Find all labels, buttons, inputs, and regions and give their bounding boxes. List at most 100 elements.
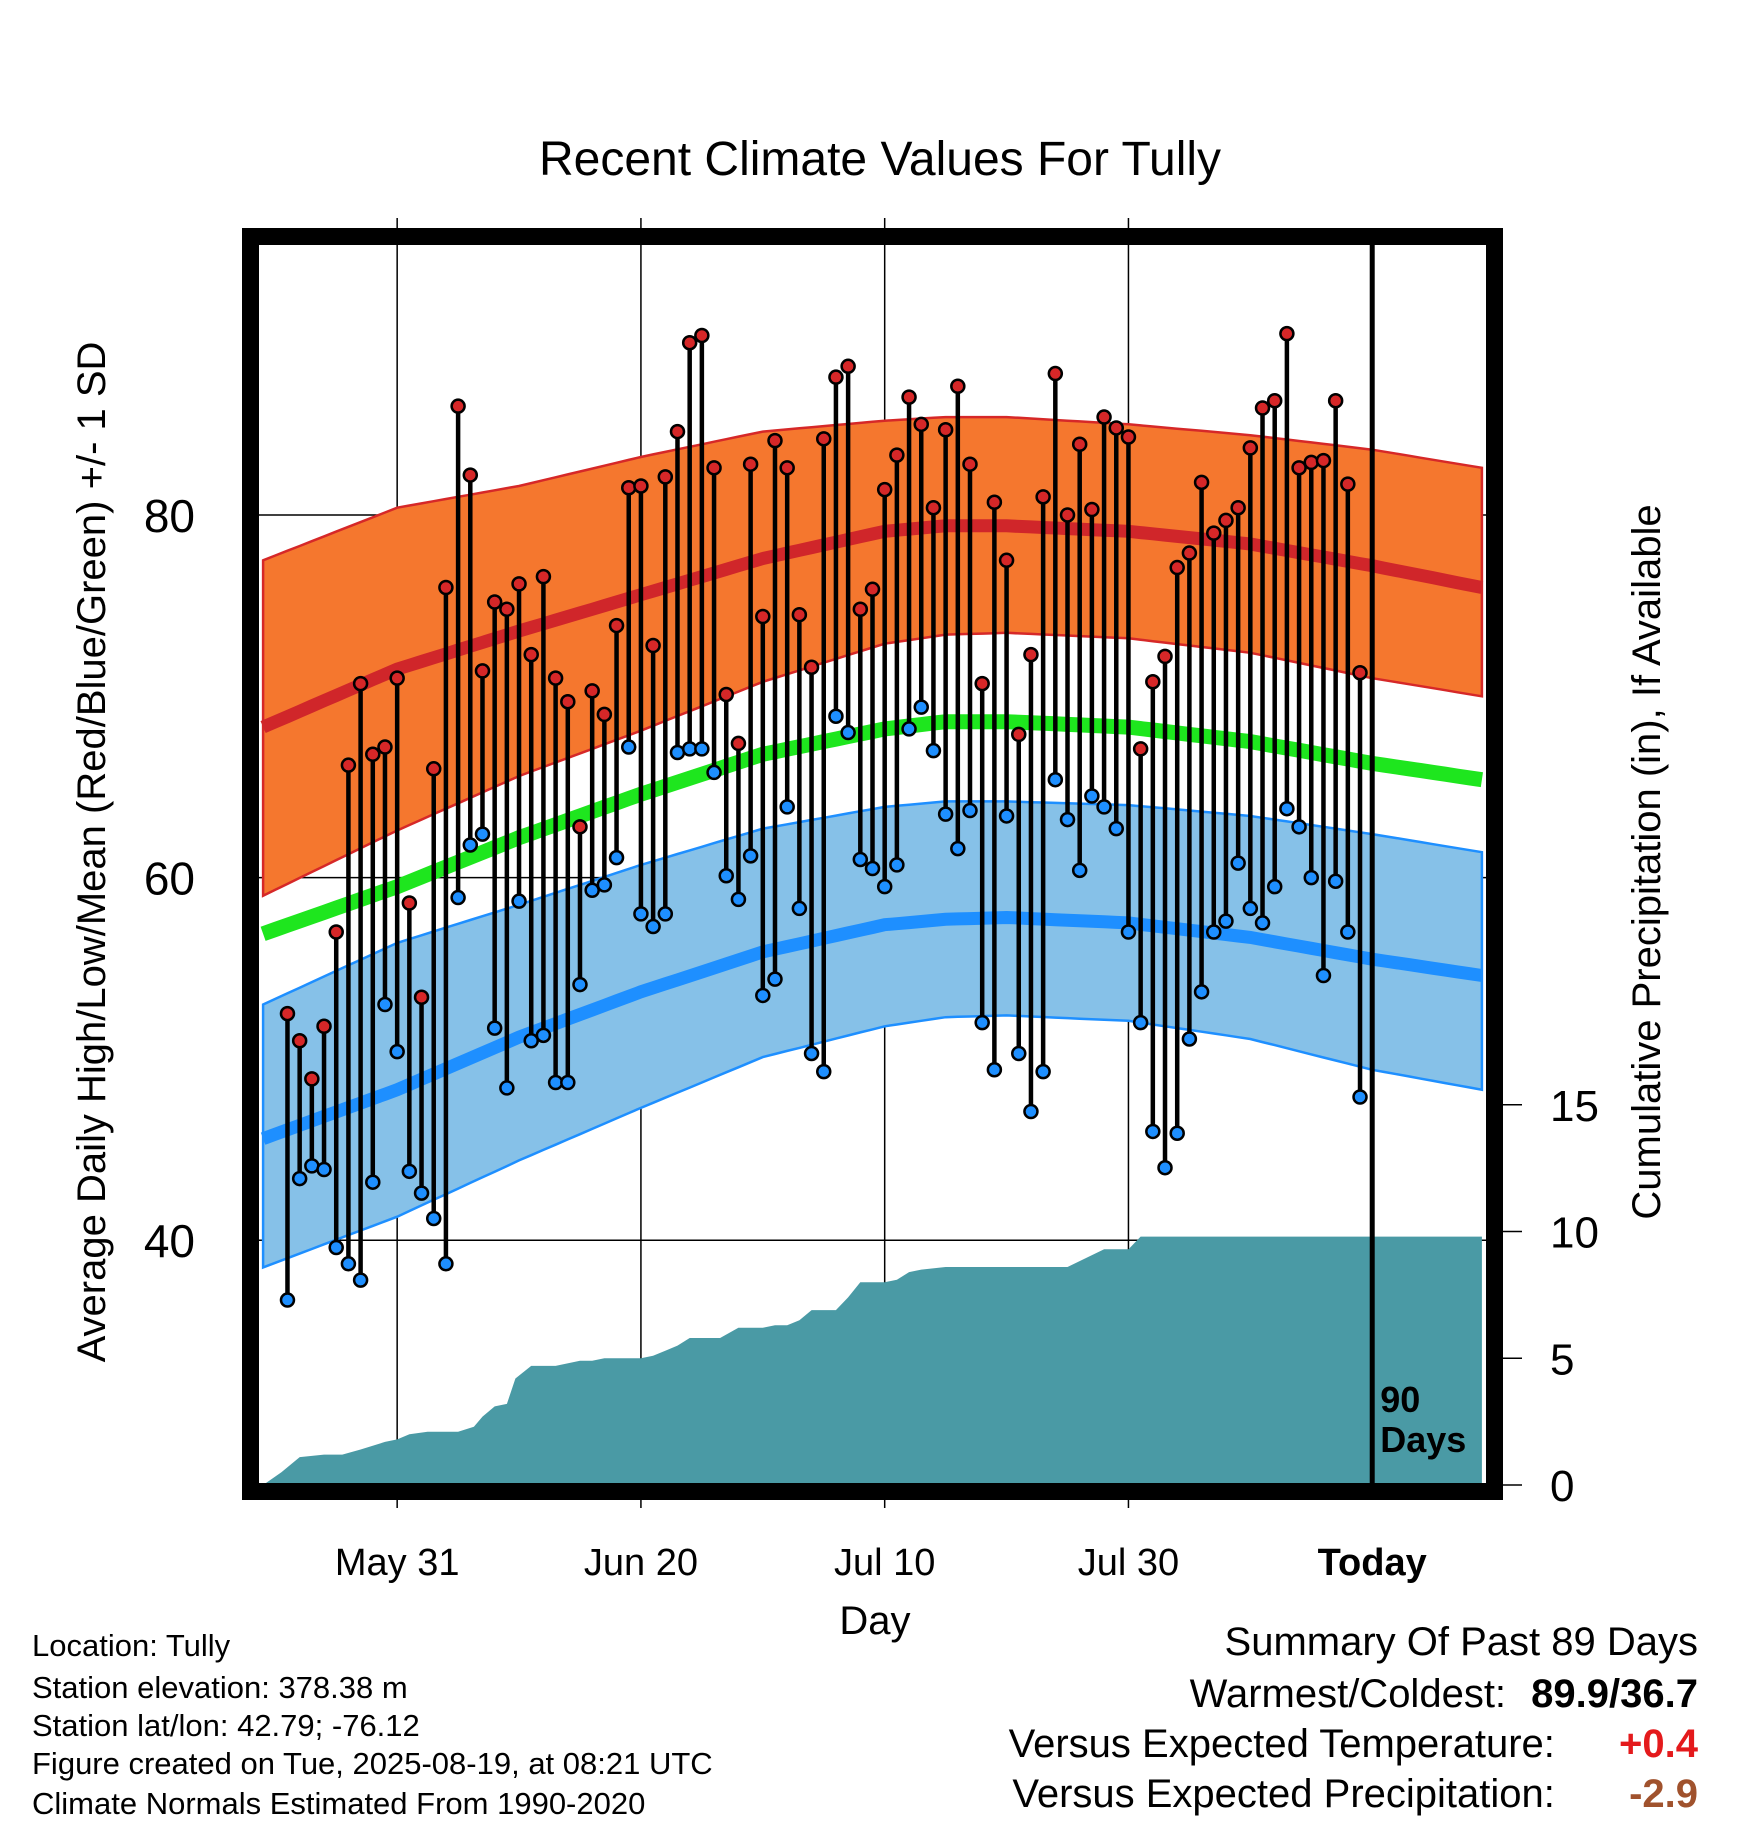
daily-high-point xyxy=(1242,440,1259,456)
daily-low-point xyxy=(438,1256,454,1272)
daily-high-point xyxy=(779,460,795,476)
daily-high-point xyxy=(425,761,442,777)
daily-low-point xyxy=(755,987,771,1004)
daily-high-point xyxy=(1266,392,1283,409)
daily-high-point xyxy=(572,819,588,835)
summary-temp: Versus Expected Temperature: +0.4 xyxy=(1009,1722,1698,1767)
precip-value: -2.9 xyxy=(1629,1772,1698,1816)
daily-high-point xyxy=(535,568,552,585)
daily-low-point xyxy=(1206,924,1222,940)
daily-high-point xyxy=(657,469,674,485)
daily-low-point xyxy=(1230,855,1246,871)
daily-low-point xyxy=(889,857,905,873)
daily-low-point xyxy=(718,868,734,884)
daily-high-point xyxy=(1352,664,1368,681)
daily-low-point xyxy=(1279,800,1295,817)
daily-high-point xyxy=(560,693,576,710)
daily-high-point xyxy=(547,670,564,686)
daily-low-point xyxy=(279,1292,296,1308)
daily-high-point xyxy=(1206,525,1222,541)
chart-title: Recent Climate Values For Tully xyxy=(539,133,1221,186)
daily-high-point xyxy=(389,670,405,686)
y2-tick-label: 10 xyxy=(1550,1209,1599,1258)
daily-high-point xyxy=(316,1018,332,1035)
daily-high-point xyxy=(523,646,539,663)
summary-heading-text: Summary Of Past 89 Days xyxy=(1224,1620,1698,1664)
temp-value: +0.4 xyxy=(1619,1722,1698,1766)
daily-low-point xyxy=(328,1239,344,1256)
daily-high-point xyxy=(352,675,369,692)
daily-low-point xyxy=(1120,924,1137,940)
daily-low-point xyxy=(1254,915,1271,931)
daily-low-point xyxy=(1340,924,1356,940)
daily-low-point xyxy=(608,849,625,866)
daily-high-point xyxy=(1047,365,1064,382)
daily-high-point xyxy=(1169,559,1185,576)
daily-high-point xyxy=(1108,420,1125,436)
warmest-label: Warmest/Coldest: xyxy=(1189,1672,1507,1716)
daily-high-point xyxy=(291,1033,308,1049)
daily-high-point xyxy=(901,389,917,405)
daily-low-point xyxy=(340,1256,357,1272)
daily-high-point xyxy=(1181,545,1198,561)
daily-low-point xyxy=(1047,771,1064,788)
x-tick-label: Jun 20 xyxy=(584,1542,698,1584)
daily-high-point xyxy=(876,481,893,498)
daily-high-point xyxy=(1218,512,1234,529)
daily-high-point xyxy=(1193,474,1210,491)
daily-high-point xyxy=(1157,648,1173,665)
daily-low-point xyxy=(1315,967,1332,984)
daily-low-point xyxy=(803,1045,820,1062)
daily-low-point xyxy=(974,1014,990,1031)
y2-tick-label: 0 xyxy=(1550,1462,1574,1511)
daily-low-point xyxy=(584,882,600,899)
daily-high-point xyxy=(1132,741,1149,757)
daily-high-point xyxy=(462,467,479,483)
daily-low-point xyxy=(657,906,674,922)
daily-low-point xyxy=(950,840,966,857)
daily-low-point xyxy=(316,1161,332,1178)
daily-high-point xyxy=(1035,489,1051,505)
daily-low-point xyxy=(413,1185,430,1201)
daily-high-point xyxy=(742,456,759,472)
daily-low-point xyxy=(1327,873,1344,889)
daily-low-point xyxy=(1132,1014,1149,1031)
daily-high-point xyxy=(864,581,881,598)
daily-high-point xyxy=(1145,674,1161,690)
daily-low-point xyxy=(706,764,722,781)
daily-low-point xyxy=(1291,819,1307,835)
daily-low-point xyxy=(998,808,1015,824)
daily-high-point xyxy=(767,432,783,449)
daily-low-point xyxy=(767,971,783,987)
daily-high-point xyxy=(279,1005,296,1022)
daily-high-point xyxy=(718,686,734,703)
daily-low-point xyxy=(1193,984,1210,1000)
daily-low-point xyxy=(365,1174,381,1190)
low-normal-line xyxy=(260,910,1483,1145)
daily-low-point xyxy=(620,739,637,755)
daily-low-point xyxy=(694,741,710,757)
daily-high-point xyxy=(998,552,1015,569)
daily-low-point xyxy=(486,1020,503,1036)
daily-high-point xyxy=(304,1071,320,1087)
daily-low-point xyxy=(523,1033,539,1049)
daily-low-point xyxy=(1011,1045,1027,1062)
y-axis-label: Average Daily High/Low/Mean (Red/Blue/Gr… xyxy=(70,342,114,1363)
daily-low-point xyxy=(962,802,978,819)
daily-high-point xyxy=(706,460,722,476)
plot-frame xyxy=(242,228,1503,1500)
daily-low-point xyxy=(937,806,954,822)
daily-high-point xyxy=(1291,460,1307,476)
daily-low-point xyxy=(1096,799,1112,815)
x-tick-label: Jul 30 xyxy=(1078,1542,1179,1584)
high-normal-line xyxy=(260,519,1484,734)
daily-low-point xyxy=(352,1272,369,1288)
daily-low-point xyxy=(779,799,795,815)
daily-high-point xyxy=(1230,499,1246,516)
today-marker-label: Days xyxy=(1380,1419,1466,1460)
daily-low-point xyxy=(876,878,893,895)
daily-high-point xyxy=(913,416,930,433)
daily-high-point xyxy=(377,739,393,755)
summary-precip: Versus Expected Precipitation: -2.9 xyxy=(1012,1772,1698,1817)
daily-low-point xyxy=(840,724,856,741)
